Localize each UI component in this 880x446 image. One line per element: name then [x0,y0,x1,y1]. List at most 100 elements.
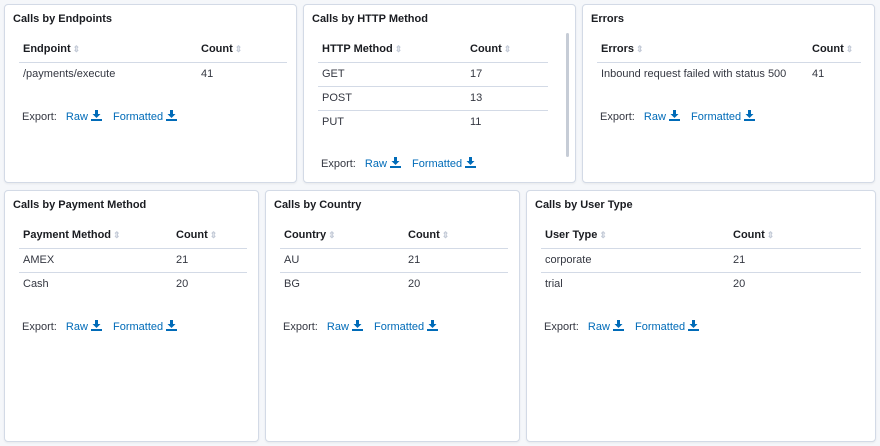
column-header-count[interactable]: Count ⇕ [729,223,861,249]
column-header-http-method[interactable]: HTTP Method ⇕ [318,37,466,63]
panel-title: Errors [591,13,625,25]
export-raw-link[interactable]: Raw [66,110,102,123]
table-row: Inbound request failed with status 500 4… [597,62,861,86]
sort-icon[interactable]: ⇕ [766,230,775,241]
panel-calls-by-http-method: Calls by HTTP Method HTTP Method ⇕ Count ⇕… [303,4,576,183]
panel-calls-by-endpoints: Calls by Endpoints Endpoint ⇕ Count ⇕ /pay… [4,4,297,183]
cell-user-type: corporate [541,248,729,273]
export-bar: Export: Raw Formatted [600,110,756,123]
sort-icon[interactable]: ⇕ [599,230,607,241]
cell-count: 41 [812,68,825,81]
cell-count: 21 [404,248,508,273]
panel-calls-by-user-type: Calls by User Type User Type ⇕ Count ⇕ cor… [526,190,876,442]
cell-endpoint: /payments/execute [23,68,116,81]
data-table: Country ⇕ Count ⇕ AU 21 BG 20 [280,223,508,296]
scrollbar[interactable] [566,33,569,157]
download-icon [427,320,439,331]
column-header-count[interactable]: Count ⇕ [404,223,508,249]
sort-icon[interactable]: ⇕ [636,44,644,55]
column-header-country[interactable]: Country ⇕ [280,223,404,249]
download-icon [351,320,363,331]
export-raw-link[interactable]: Raw [588,320,624,333]
cell-user-type: trial [545,278,563,291]
export-raw-link[interactable]: Raw [327,320,363,333]
sort-icon[interactable]: ⇕ [394,44,403,55]
sort-icon[interactable]: ⇕ [441,230,450,241]
column-header-count[interactable]: Count ⇕ [466,37,548,63]
cell-count: 20 [733,278,746,291]
sort-icon[interactable]: ⇕ [845,44,854,55]
column-header-count[interactable]: Count ⇕ [197,37,287,63]
panel-title: Calls by User Type [535,199,633,211]
download-icon [612,320,624,331]
table-row: trial 20 [541,272,861,296]
data-table: User Type ⇕ Count ⇕ corporate 21 trial 20 [541,223,861,296]
cell-payment-method: AMEX [19,248,172,273]
panel-calls-by-country: Calls by Country Country ⇕ Count ⇕ AU 21 B… [265,190,520,442]
export-raw-link[interactable]: Raw [365,157,401,170]
cell-http-method: PUT [322,116,344,129]
cell-count: 13 [466,86,548,111]
cell-http-method: POST [318,86,466,111]
panel-title: Calls by Payment Method [13,199,147,211]
table-row: /payments/execute 41 [19,62,287,86]
table-row: GET 17 [318,62,548,87]
column-header-count[interactable]: Count ⇕ [808,37,861,63]
export-formatted-link[interactable]: Formatted [374,320,439,333]
export-bar: Export: Raw Formatted [22,110,178,123]
download-icon [668,110,680,121]
export-label: Export: [283,321,318,333]
download-icon [166,320,178,331]
cell-payment-method: Cash [23,278,49,291]
export-formatted-link[interactable]: Formatted [113,320,178,333]
export-label: Export: [600,111,635,123]
sort-icon[interactable]: ⇕ [113,230,121,241]
export-bar: Export: Raw Formatted [22,320,178,333]
sort-icon[interactable]: ⇕ [209,230,218,241]
cell-count: 17 [466,62,548,87]
data-table: Payment Method ⇕ Count ⇕ AMEX 21 Cash 20 [19,223,247,296]
table-row: Cash 20 [19,272,247,296]
download-icon [90,320,102,331]
column-header-errors[interactable]: Errors ⇕ [597,37,808,63]
export-label: Export: [22,321,57,333]
panel-errors: Errors Errors ⇕ Count ⇕ Inbound request fa… [582,4,875,183]
download-icon [389,157,401,168]
column-header-count[interactable]: Count ⇕ [172,223,247,249]
panel-title: Calls by HTTP Method [312,13,428,25]
table-row: corporate 21 [541,248,861,273]
export-formatted-link[interactable]: Formatted [635,320,700,333]
table-row: PUT 11 [318,110,548,134]
data-table: HTTP Method ⇕ Count ⇕ GET 17 POST 13 PUT 1… [318,37,548,134]
export-label: Export: [544,321,579,333]
cell-error: Inbound request failed with status 500 [601,68,787,81]
sort-icon[interactable]: ⇕ [234,44,243,55]
column-header-payment-method[interactable]: Payment Method ⇕ [19,223,172,249]
export-formatted-link[interactable]: Formatted [691,110,756,123]
sort-icon[interactable]: ⇕ [328,230,336,241]
table-row: AU 21 [280,248,508,273]
export-formatted-link[interactable]: Formatted [412,157,477,170]
table-row: POST 13 [318,86,548,111]
cell-count: 21 [729,248,861,273]
cell-count: 20 [408,278,421,291]
cell-count: 21 [172,248,247,273]
export-raw-link[interactable]: Raw [644,110,680,123]
data-table: Errors ⇕ Count ⇕ Inbound request failed wi… [597,37,861,86]
export-raw-link[interactable]: Raw [66,320,102,333]
download-icon [688,320,700,331]
panel-title: Calls by Endpoints [13,13,113,25]
column-header-endpoint[interactable]: Endpoint ⇕ [19,37,197,63]
sort-icon[interactable]: ⇕ [72,44,81,55]
cell-country: BG [284,278,300,291]
export-bar: Export: Raw Formatted [544,320,700,333]
export-bar: Export: Raw Formatted [321,157,477,170]
download-icon [90,110,102,121]
cell-http-method: GET [318,62,466,87]
sort-icon[interactable]: ⇕ [503,44,512,55]
column-header-user-type[interactable]: User Type ⇕ [541,223,729,249]
panel-title: Calls by Country [274,199,362,211]
export-formatted-link[interactable]: Formatted [113,110,178,123]
download-icon [465,157,477,168]
data-table: Endpoint ⇕ Count ⇕ /payments/execute 41 [19,37,287,86]
